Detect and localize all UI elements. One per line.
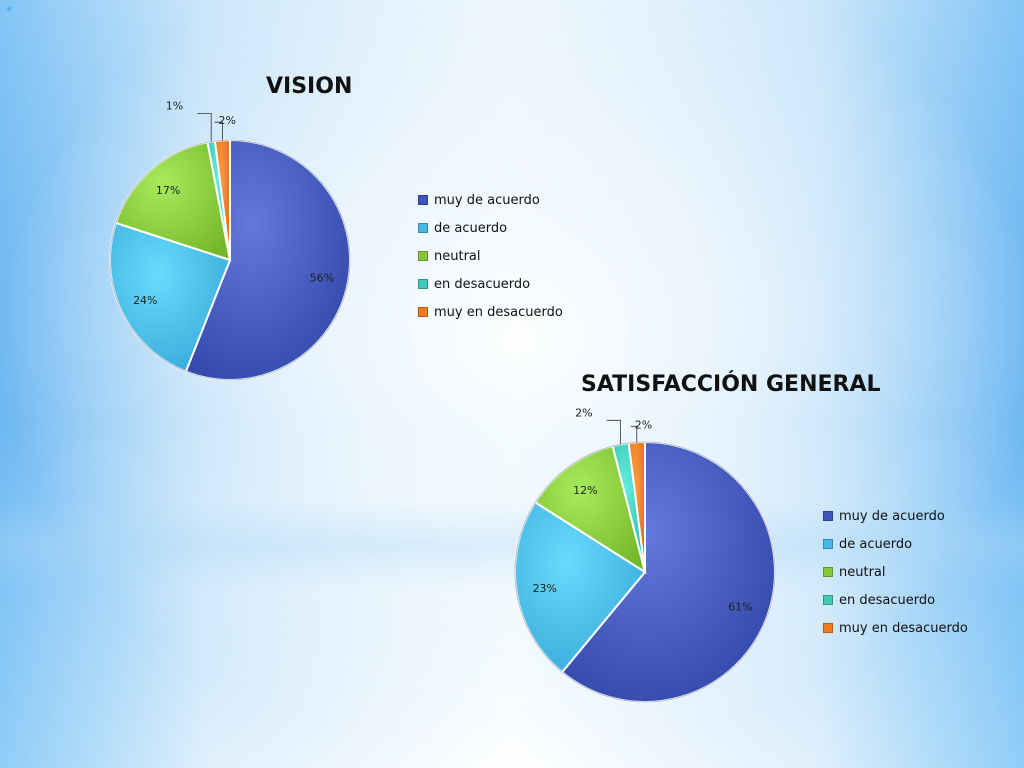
pie-slice-muy-de-acuerdo xyxy=(184,138,352,381)
slice-data-label: 56% xyxy=(310,272,334,285)
legend-label: de acuerdo xyxy=(434,220,508,236)
pie-outline xyxy=(514,441,776,703)
legend-swatch xyxy=(823,567,833,577)
legend-swatch xyxy=(823,539,833,549)
slice-data-label: 12% xyxy=(573,484,597,497)
slice-data-label: 1% xyxy=(166,100,183,113)
leader-line xyxy=(197,113,212,142)
legend-swatch xyxy=(823,595,833,605)
legend-label: de acuerdo xyxy=(839,536,913,552)
legend-item: en desacuerdo xyxy=(823,586,968,614)
legend-item: neutral xyxy=(418,242,563,270)
pie-slice-de-acuerdo xyxy=(514,500,647,674)
pie-outline xyxy=(109,139,351,381)
slice-data-label: 61% xyxy=(728,600,752,613)
chart-legend: muy de acuerdo de acuerdo neutral en desacu… xyxy=(418,186,563,326)
slice-data-label: 2% xyxy=(575,406,592,419)
satisfaccion-pie-svg: 61% 23% 12% 2% 2% xyxy=(514,406,776,703)
legend-swatch xyxy=(418,279,428,289)
legend-label: muy en desacuerdo xyxy=(434,304,563,320)
legend-label: neutral xyxy=(839,564,886,580)
legend-swatch xyxy=(418,251,428,261)
legend-swatch xyxy=(418,307,428,317)
legend-item: muy en desacuerdo xyxy=(418,298,563,326)
pie-slice-neutral xyxy=(533,444,647,575)
chart-title: VISION xyxy=(266,74,353,99)
slice-data-label: 24% xyxy=(133,294,157,307)
legend-swatch xyxy=(418,223,428,233)
satisfaccion-general-pie-chart: 61% 23% 12% 2% 2% SATISFACCIÓN GENERAL muy d… xyxy=(495,360,1015,720)
legend-label: en desacuerdo xyxy=(839,592,936,608)
leader-line xyxy=(630,425,638,443)
pie-slice-muy-de-acuerdo xyxy=(560,440,776,703)
legend-item: muy de acuerdo xyxy=(418,186,563,214)
slice-data-label: 2% xyxy=(219,114,236,127)
vision-pie-chart: 56% 24% 17% 1% 2% VISION muy de acuerdo de ac… xyxy=(90,60,610,400)
pie-slice-de-acuerdo xyxy=(109,221,232,373)
chart-legend: muy de acuerdo de acuerdo neutral en desacu… xyxy=(823,502,968,642)
legend-swatch xyxy=(418,195,428,205)
chart-title: SATISFACCIÓN GENERAL xyxy=(581,372,881,397)
pie-slice-muy-en-desacuerdo xyxy=(213,138,231,261)
slide-asterisk-decoration: * xyxy=(6,4,12,18)
slice-data-label: 23% xyxy=(533,582,557,595)
legend-label: muy de acuerdo xyxy=(434,192,540,208)
legend-item: de acuerdo xyxy=(418,214,563,242)
legend-label: muy de acuerdo xyxy=(839,508,945,524)
legend-label: en desacuerdo xyxy=(434,276,531,292)
legend-label: muy en desacuerdo xyxy=(839,620,968,636)
legend-swatch xyxy=(823,511,833,521)
legend-item: neutral xyxy=(823,558,968,586)
legend-item: en desacuerdo xyxy=(418,270,563,298)
leader-line xyxy=(606,419,621,445)
legend-item: de acuerdo xyxy=(823,530,968,558)
vision-pie-svg: 56% 24% 17% 1% 2% xyxy=(109,100,352,381)
slice-data-label: 17% xyxy=(156,184,180,197)
legend-item: muy de acuerdo xyxy=(823,502,968,530)
leader-line xyxy=(214,121,223,141)
legend-swatch xyxy=(823,623,833,633)
pie-slice-neutral xyxy=(114,140,232,262)
legend-label: neutral xyxy=(434,248,481,264)
slice-data-label: 2% xyxy=(635,418,652,431)
legend-item: muy en desacuerdo xyxy=(823,614,968,642)
